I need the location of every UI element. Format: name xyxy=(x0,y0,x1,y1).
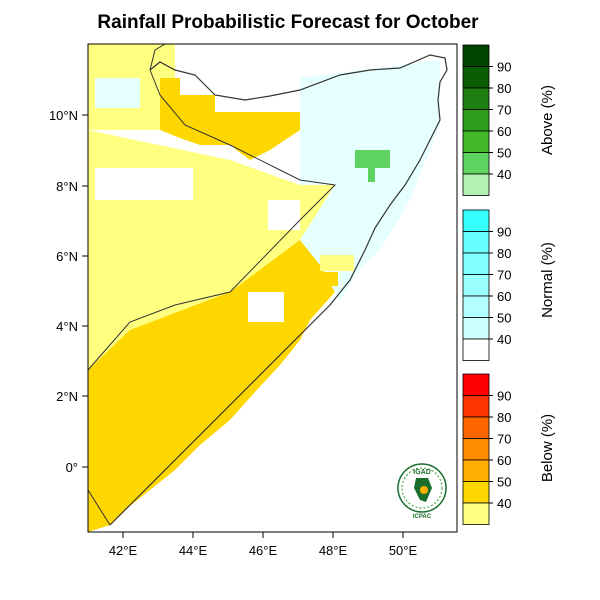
colorbar-normal-tick-label: 90 xyxy=(497,225,511,240)
y-tick-label: 10°N xyxy=(49,108,78,123)
colorbar-above-tick-label: 80 xyxy=(497,81,511,96)
logo-top-text: IGAD xyxy=(413,469,431,476)
icpac-logo: IGAD ICPAC xyxy=(397,463,447,520)
colorbar-normal-swatch xyxy=(462,274,490,297)
x-axis: 42°E 44°E 46°E 48°E 50°E xyxy=(109,532,418,558)
colorbar-normal-swatch xyxy=(462,338,490,361)
colorbar-above-swatch xyxy=(462,87,490,110)
colorbar-below-tick-label: 80 xyxy=(497,410,511,425)
colorbar-above-tick-label: 60 xyxy=(497,124,511,139)
y-axis: 10°N 8°N 6°N 4°N 2°N 0° xyxy=(49,108,88,475)
normal-40-patch-nw xyxy=(95,78,140,108)
y-tick-label: 6°N xyxy=(56,249,78,264)
colorbar-below-tick-label: 40 xyxy=(497,496,511,511)
colorbar-above-swatch xyxy=(462,109,490,132)
colorbar-normal-title: Normal (%) xyxy=(539,242,556,318)
colorbar-normal-swatch xyxy=(462,209,490,232)
colorbar-below-tick-label: 50 xyxy=(497,475,511,490)
y-tick-label: 8°N xyxy=(56,179,78,194)
colorbar-below-swatch xyxy=(462,373,490,396)
colorbar-below: 40 50 60 70 80 90 xyxy=(462,373,511,525)
x-tick-label: 50°E xyxy=(389,543,418,558)
colorbar-above-tick-label: 90 xyxy=(497,60,511,75)
colorbar-below-swatch xyxy=(462,438,490,461)
colorbar-above-swatch xyxy=(462,66,490,89)
colorbar-normal-swatch xyxy=(462,252,490,275)
colorbar-normal-swatch xyxy=(462,231,490,254)
no-signal-patch-a xyxy=(95,168,193,200)
somalia-coastline xyxy=(109,54,448,526)
colorbar-below-tick-label: 90 xyxy=(497,389,511,404)
colorbar-below-title: Below (%) xyxy=(539,414,556,482)
colorbar-normal-tick-label: 70 xyxy=(497,268,511,283)
colorbar-normal-swatch xyxy=(462,295,490,318)
colorbar-normal-tick-label: 40 xyxy=(497,332,511,347)
colorbar-above-swatch xyxy=(462,152,490,175)
colorbar-below-tick-label: 70 xyxy=(497,432,511,447)
colorbar-above-title: Above (%) xyxy=(539,85,556,155)
map-title: Rainfall Probabilistic Forecast for Octo… xyxy=(97,12,479,33)
colorbar-normal-tick-label: 80 xyxy=(497,246,511,261)
colorbar-normal-tick-label: 60 xyxy=(497,289,511,304)
colorbar-below-swatch xyxy=(462,395,490,418)
colorbar-below-swatch xyxy=(462,416,490,439)
x-tick-label: 42°E xyxy=(109,543,138,558)
below-40-region-west xyxy=(88,44,335,370)
y-tick-label: 0° xyxy=(66,460,78,475)
x-tick-label: 46°E xyxy=(249,543,278,558)
ethiopia-somalia-border xyxy=(87,69,337,371)
colorbar-above-tick-label: 70 xyxy=(497,103,511,118)
colorbar-below-tick-label: 60 xyxy=(497,453,511,468)
colorbar-normal: 40 50 60 70 80 90 xyxy=(462,209,511,361)
no-signal-patch-b xyxy=(248,292,284,322)
map-frame xyxy=(87,43,458,533)
colorbar-below-swatch xyxy=(462,502,490,525)
map-area: 42°E 44°E 46°E 48°E 50°E 10°N 8°N 6°N 4°… xyxy=(49,43,458,558)
colorbar-normal-swatch xyxy=(462,317,490,340)
colorbar-below-swatch xyxy=(462,481,490,504)
kenya-somalia-border xyxy=(87,489,111,526)
colorbar-above-tick-label: 50 xyxy=(497,146,511,161)
y-tick-label: 2°N xyxy=(56,389,78,404)
colorbar-above: 40 50 60 70 80 90 xyxy=(462,44,511,196)
above-50-region xyxy=(355,150,390,182)
colorbar-above-tick-label: 40 xyxy=(497,167,511,182)
djibouti-border xyxy=(149,43,166,71)
logo-bottom-text: ICPAC xyxy=(413,514,432,520)
colorbar-above-swatch xyxy=(462,173,490,196)
below-40-patch-coast xyxy=(320,255,354,271)
below-50-region-north xyxy=(160,78,300,160)
below-50-patch-coast xyxy=(322,272,338,286)
colorbar-above-swatch xyxy=(462,44,490,67)
colorbar-normal-tick-label: 50 xyxy=(497,311,511,326)
x-tick-label: 48°E xyxy=(319,543,348,558)
y-tick-label: 4°N xyxy=(56,319,78,334)
colorbar-above-swatch xyxy=(462,130,490,153)
x-tick-label: 44°E xyxy=(179,543,208,558)
colorbar-below-swatch xyxy=(462,459,490,482)
